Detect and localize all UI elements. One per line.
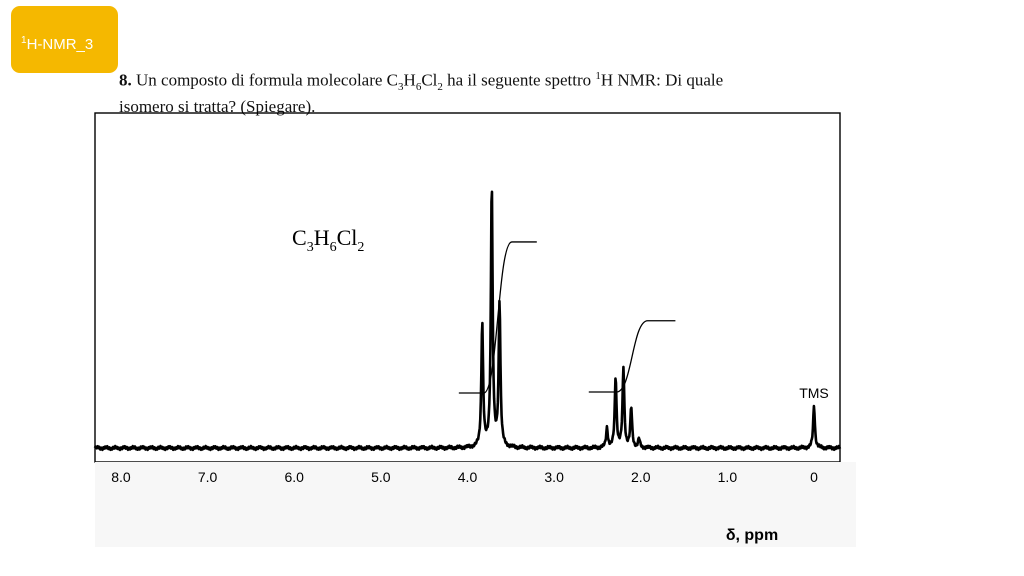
axis-panel <box>95 462 856 547</box>
x-tick-label: 7.0 <box>198 469 218 485</box>
x-axis-label: δ, ppm <box>726 527 778 544</box>
spectrum-trace <box>93 190 842 452</box>
tms-annotation: TMS <box>799 385 829 401</box>
x-tick-label: 0 <box>810 469 818 485</box>
molecule-formula: C3H6Cl2 <box>292 225 364 255</box>
x-tick-label: 8.0 <box>111 469 131 485</box>
x-tick-label: 1.0 <box>718 469 738 485</box>
integral-curves <box>458 241 676 394</box>
section-badge: 1H-NMR_3 <box>11 6 118 73</box>
plot-frame <box>94 112 856 547</box>
badge-label: 1H-NMR_3 <box>21 35 94 53</box>
x-tick-label: 2.0 <box>631 469 651 485</box>
x-tick-label: 4.0 <box>458 469 478 485</box>
x-tick-label: 6.0 <box>285 469 305 485</box>
question-line-2: isomero si tratta? (Spiegare). <box>119 97 316 117</box>
x-tick-label: 5.0 <box>371 469 391 485</box>
question-number: 8. <box>119 70 132 90</box>
plot-border <box>94 112 841 463</box>
question-text: 8. Un composto di formula molecolare C3H… <box>119 70 724 117</box>
x-tick-label: 3.0 <box>544 469 564 485</box>
x-tick-labels: 8.0 7.0 6.0 5.0 4.0 3.0 2.0 1.0 0 <box>111 469 818 485</box>
integral-curve <box>588 320 676 393</box>
integral-curve <box>458 241 537 394</box>
